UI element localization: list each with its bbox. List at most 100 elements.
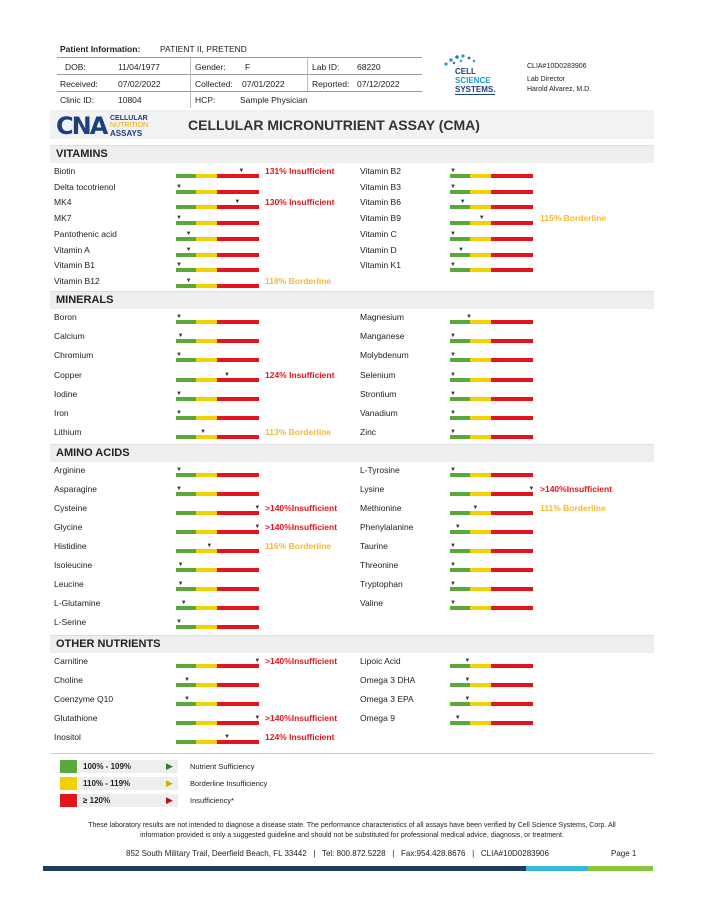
result-marker-icon: ▼ bbox=[464, 696, 471, 702]
range-segment bbox=[470, 252, 491, 257]
range-segment bbox=[176, 625, 196, 629]
range-segment bbox=[196, 587, 217, 591]
nutrient-range-bar: ▼ bbox=[176, 505, 260, 515]
range-segment bbox=[491, 189, 533, 194]
range-segment bbox=[450, 396, 470, 401]
range-segment bbox=[450, 252, 470, 257]
nutrient-label: Calcium bbox=[54, 331, 85, 342]
result-marker-icon: ▼ bbox=[176, 262, 182, 269]
section-title: OTHER NUTRIENTS bbox=[56, 638, 161, 650]
nutrient-label: Iodine bbox=[54, 388, 78, 399]
range-segment bbox=[176, 205, 196, 210]
header-rule-1 bbox=[57, 57, 422, 58]
range-segment bbox=[176, 174, 196, 178]
cna-logo-mark: CNA bbox=[56, 112, 108, 140]
range-segment bbox=[491, 511, 533, 515]
cna-logo-line2: NUTRITION bbox=[110, 122, 149, 129]
range-segment bbox=[217, 625, 259, 629]
result-note: 131% Insufficient bbox=[265, 166, 335, 176]
nutrient-label: Biotin bbox=[54, 166, 76, 176]
header-divider-2 bbox=[307, 58, 308, 91]
nutrient-label: L-Tyrosine bbox=[360, 465, 400, 475]
range-segment bbox=[196, 721, 217, 725]
nutrient-label: Asparagine bbox=[54, 484, 98, 494]
nutrient-label: Vitamin B12 bbox=[54, 275, 100, 286]
result-marker-icon: ▼ bbox=[450, 581, 456, 587]
footer-bar-navy bbox=[43, 866, 526, 871]
result-marker-icon: ▼ bbox=[254, 658, 261, 664]
range-segment bbox=[217, 664, 259, 668]
clinic-label: Clinic ID: bbox=[60, 95, 95, 105]
nutrient-label: Phenylalanine bbox=[360, 522, 414, 532]
range-segment bbox=[176, 587, 196, 591]
range-segment bbox=[217, 283, 259, 288]
range-segment bbox=[176, 702, 196, 706]
range-segment bbox=[176, 320, 196, 324]
range-segment bbox=[217, 174, 259, 178]
range-segment bbox=[470, 320, 491, 324]
cell-science-logo-line2: SCIENCE bbox=[455, 76, 491, 85]
nutrient-range-bar: ▼ bbox=[450, 262, 533, 273]
dob-value: 11/04/1977 bbox=[118, 62, 160, 72]
range-segment bbox=[470, 189, 491, 194]
legend-label: Borderline Insufficiency bbox=[190, 779, 268, 788]
section-title: MINERALS bbox=[56, 294, 114, 306]
nutrient-label: Coenzyme Q10 bbox=[54, 694, 114, 704]
disclaimer-line2: information provided is only a suggested… bbox=[140, 832, 564, 839]
range-segment bbox=[470, 416, 491, 420]
result-marker-icon: ▼ bbox=[176, 410, 182, 416]
nutrient-range-bar: ▼ bbox=[176, 352, 259, 363]
nutrient-range-bar: ▼ bbox=[176, 199, 259, 210]
range-segment bbox=[196, 492, 217, 496]
range-segment bbox=[491, 683, 533, 687]
range-segment bbox=[176, 473, 196, 477]
result-marker-icon: ▼ bbox=[177, 562, 184, 568]
result-note: 124% Insufficient bbox=[265, 369, 335, 380]
range-segment bbox=[491, 358, 533, 363]
nutrient-label: Cysteine bbox=[54, 503, 88, 513]
result-marker-icon: ▼ bbox=[466, 314, 472, 320]
range-segment bbox=[470, 587, 491, 591]
legend-swatch bbox=[60, 777, 77, 790]
result-note: >140%Insufficient bbox=[265, 713, 338, 723]
legend-swatch bbox=[60, 760, 77, 773]
collected-label: Collected: bbox=[195, 79, 233, 89]
nutrient-range-bar: ▼ bbox=[176, 215, 259, 226]
range-segment bbox=[176, 721, 196, 725]
nutrient-label: Selenium bbox=[360, 369, 396, 380]
range-segment bbox=[176, 377, 196, 382]
nutrient-label: Iron bbox=[54, 408, 69, 418]
hcp-label: HCP: bbox=[195, 95, 216, 105]
result-marker-icon: ▼ bbox=[176, 352, 182, 359]
range-segment bbox=[470, 492, 491, 496]
patient-name: PATIENT II, PRETEND bbox=[160, 44, 247, 54]
nutrient-range-bar: ▼ bbox=[450, 391, 533, 401]
range-segment bbox=[450, 587, 470, 591]
legend-range-cell bbox=[78, 794, 178, 807]
range-segment bbox=[470, 549, 491, 553]
range-segment bbox=[176, 339, 196, 344]
result-note: >140%Insufficient bbox=[265, 503, 338, 513]
section-header: OTHER NUTRIENTS bbox=[50, 635, 654, 653]
range-segment bbox=[176, 358, 196, 363]
range-segment bbox=[196, 221, 217, 226]
result-marker-icon: ▼ bbox=[450, 262, 456, 269]
range-segment bbox=[196, 473, 217, 477]
range-segment bbox=[217, 252, 259, 257]
range-segment bbox=[217, 320, 259, 324]
range-segment bbox=[196, 568, 217, 572]
nutrient-range-bar: ▼ bbox=[450, 352, 533, 363]
range-segment bbox=[176, 268, 196, 273]
range-segment bbox=[176, 511, 196, 515]
range-segment bbox=[450, 339, 470, 344]
dob-label: DOB: bbox=[65, 62, 86, 72]
range-segment bbox=[470, 268, 491, 273]
nutrient-range-bar: ▼ bbox=[450, 372, 533, 382]
lab-director-label: Lab Director bbox=[527, 76, 566, 83]
range-segment bbox=[470, 606, 491, 610]
result-marker-icon: ▼ bbox=[185, 277, 192, 284]
nutrient-label: Vitamin C bbox=[360, 228, 397, 239]
nutrient-range-bar: ▼ bbox=[176, 543, 259, 553]
result-marker-icon: ▼ bbox=[177, 581, 184, 587]
labid-value: 68220 bbox=[357, 62, 381, 72]
